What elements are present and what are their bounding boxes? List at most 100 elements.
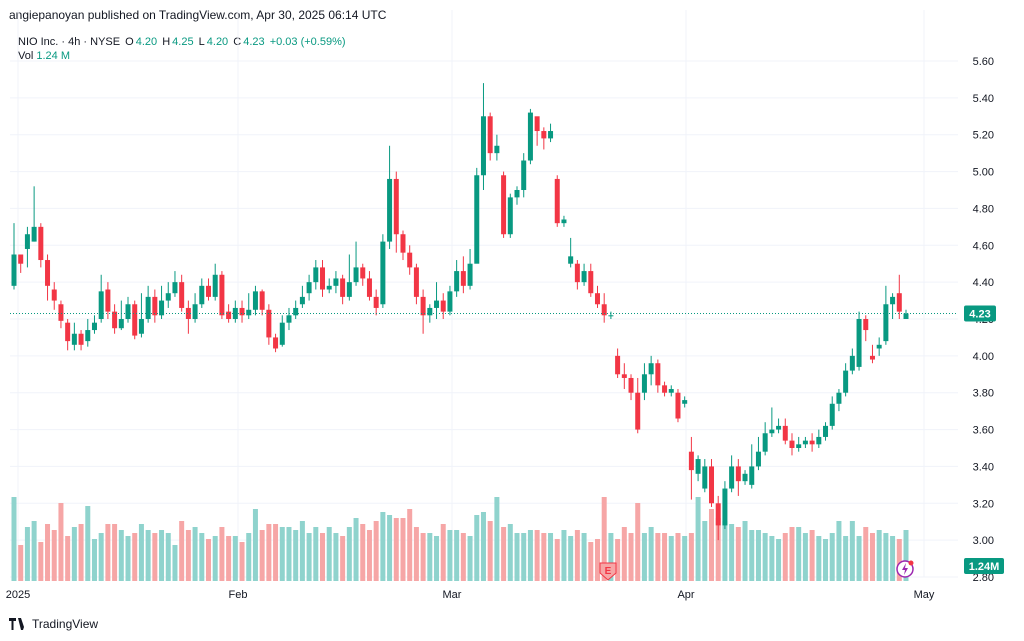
candle-body: [226, 311, 232, 319]
candle-body: [749, 466, 755, 485]
candle-body: [279, 322, 285, 345]
candle-body: [118, 319, 124, 329]
candle-body: [11, 254, 17, 286]
volume-bar: [31, 521, 37, 581]
candle-body: [18, 254, 24, 264]
volume-bar: [24, 527, 30, 581]
volume-bar: [507, 524, 513, 581]
low-label: L: [198, 36, 205, 48]
volume-bar: [132, 533, 138, 581]
volume-bar: [246, 533, 252, 581]
candle-body: [890, 296, 896, 305]
candle-body: [467, 263, 473, 286]
candle-body: [346, 282, 352, 297]
y-tick-label: 4.80: [973, 203, 994, 215]
candle-body: [829, 403, 835, 426]
candle-body: [615, 355, 621, 375]
candle-body: [440, 300, 446, 312]
close-value: 4.23: [243, 36, 265, 48]
volume-label: Vol: [18, 50, 34, 62]
volume-bar: [273, 524, 279, 581]
volume-bar: [333, 533, 339, 581]
volume-bar: [554, 539, 560, 581]
volume-bar: [541, 533, 547, 581]
candle-body: [729, 466, 735, 489]
high-label: H: [162, 36, 171, 48]
candle-body: [165, 293, 171, 301]
volume-bar: [326, 527, 332, 581]
volume-bar: [152, 533, 158, 581]
volume-bar: [299, 521, 305, 581]
earnings-event-label: E: [605, 566, 612, 577]
candle-body: [735, 466, 741, 482]
volume-bar: [145, 530, 151, 581]
candle-body: [212, 274, 218, 297]
volume-bar: [45, 524, 51, 581]
candle-body: [24, 234, 30, 249]
open-label: O: [125, 36, 134, 48]
candle-body: [903, 313, 909, 319]
volume-bar: [165, 533, 171, 581]
last-price-tag: 4.23: [964, 305, 996, 322]
volume-bar: [769, 536, 775, 581]
volume-bar: [320, 533, 326, 581]
candle-body: [239, 307, 245, 316]
candle-body: [668, 389, 674, 393]
volume-bar: [688, 533, 694, 581]
candle-body: [769, 429, 775, 434]
candle-body: [675, 392, 681, 419]
candle-body: [896, 293, 902, 312]
symbol-name[interactable]: NIO Inc. · 4h · NYSE: [18, 36, 121, 48]
candle-body: [541, 131, 547, 139]
candle-body: [138, 319, 144, 334]
volume-bar: [340, 536, 346, 581]
volume-bar: [789, 527, 795, 581]
volume-bar: [306, 533, 312, 581]
volume-bar: [829, 533, 835, 581]
volume-bar: [662, 533, 668, 581]
volume-bar: [494, 497, 500, 581]
candle-body: [836, 392, 842, 404]
candle-body: [259, 291, 265, 310]
volume-bar: [635, 503, 641, 581]
volume-bar: [615, 539, 621, 581]
earnings-event-marker[interactable]: E: [599, 562, 617, 581]
candles: [11, 83, 909, 541]
tradingview-logo-icon: [9, 618, 27, 630]
candle-body: [65, 322, 71, 342]
candle-body: [802, 440, 808, 445]
x-tick-label: Feb: [229, 589, 248, 601]
volume-bar: [239, 542, 245, 581]
candle-body: [152, 296, 158, 316]
volume-bar: [185, 530, 191, 581]
candle-body: [306, 282, 312, 294]
volume-bar: [796, 527, 802, 581]
candle-body: [45, 260, 51, 286]
volume-bar: [346, 527, 352, 581]
volume-bar: [588, 542, 594, 581]
candle-body: [266, 309, 272, 338]
volume-bar: [742, 521, 748, 581]
volume-bar: [420, 533, 426, 581]
candle-body: [252, 291, 258, 310]
candle-body: [762, 433, 768, 452]
volume-bar: [729, 524, 735, 581]
y-tick-label: 4.00: [973, 351, 994, 363]
candle-body: [776, 425, 782, 430]
candle-body: [601, 304, 607, 316]
candle-body: [91, 322, 97, 331]
candle-body: [635, 392, 641, 430]
candle-body: [460, 271, 466, 286]
candle-body: [420, 296, 426, 316]
lightning-icon[interactable]: [896, 560, 914, 578]
volume-value: 1.24 M: [36, 50, 70, 62]
volume-bar: [514, 533, 520, 581]
candle-body: [755, 451, 761, 467]
volume-bar: [293, 530, 299, 581]
y-tick-label: 5.00: [973, 167, 994, 179]
candle-body: [205, 285, 211, 297]
y-tick-label: 3.80: [973, 388, 994, 400]
volume-bar: [903, 530, 909, 581]
y-tick-label: 3.20: [973, 498, 994, 510]
